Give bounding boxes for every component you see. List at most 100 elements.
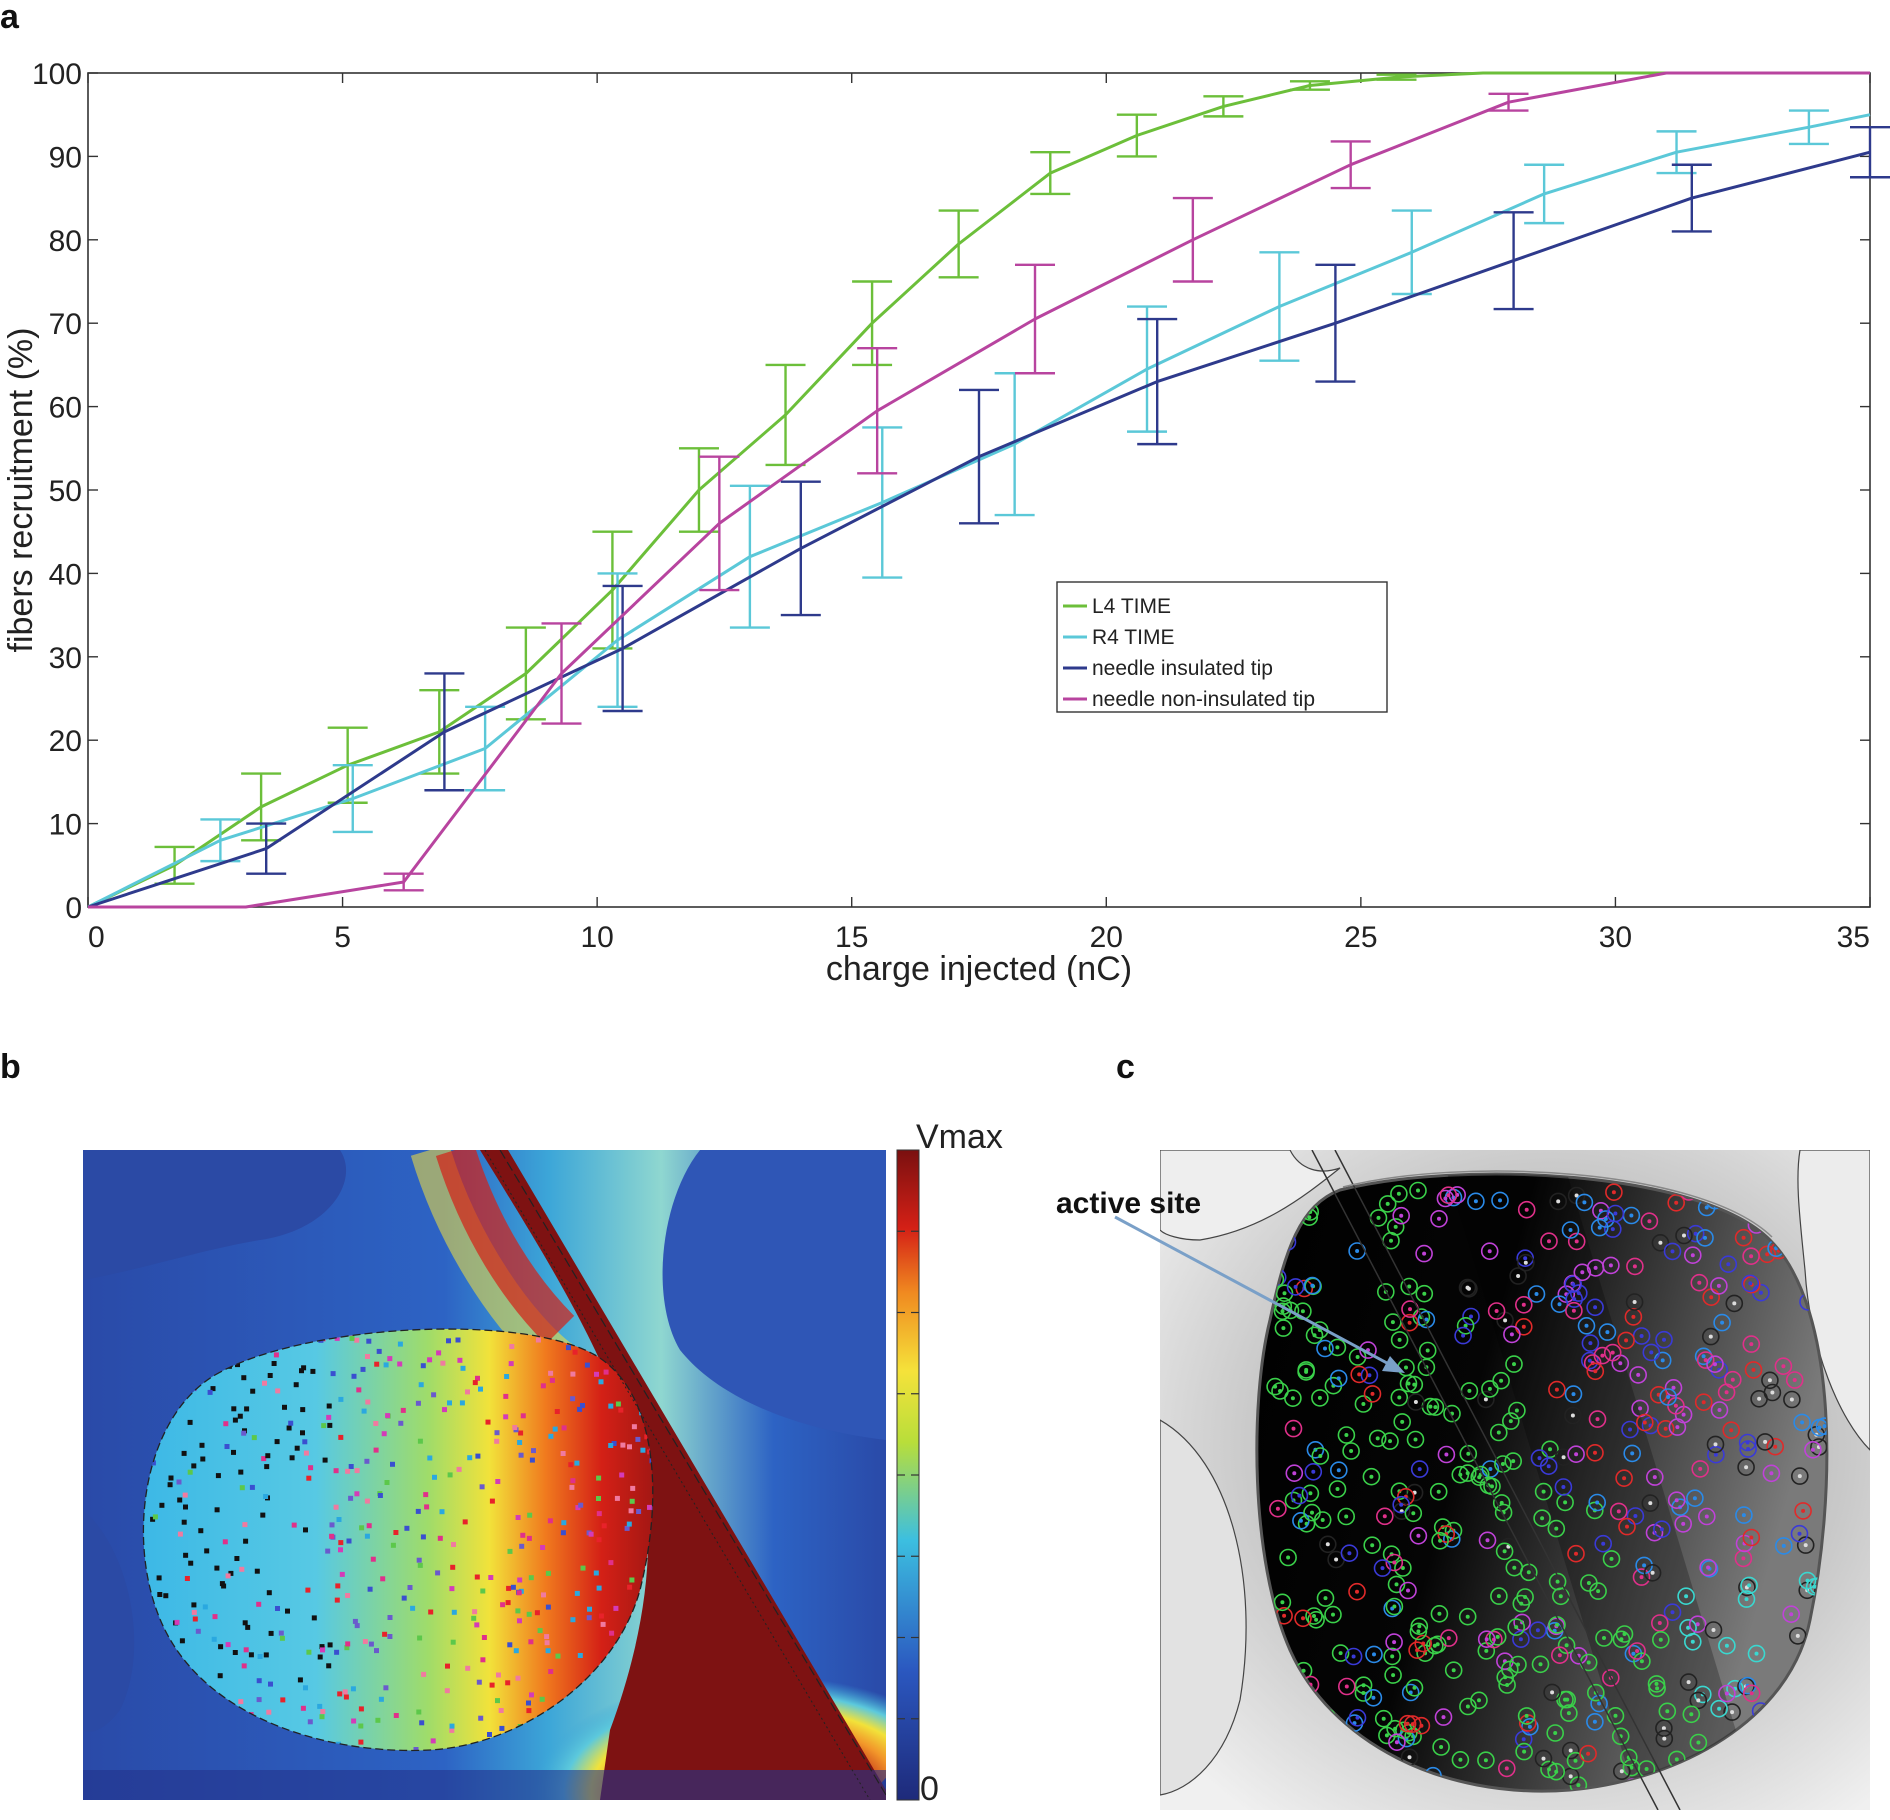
fiber-dot: [481, 1635, 487, 1640]
fiber-marker: [1710, 1401, 1729, 1419]
fiber-dot: [451, 1542, 456, 1547]
fiber-dot: [475, 1375, 480, 1381]
fiber-marker: [1580, 1574, 1598, 1592]
fiber-marker: [1337, 1507, 1355, 1526]
fiber-marker: [1405, 1679, 1424, 1697]
fiber-marker: [1606, 1707, 1625, 1725]
error-bar-r4-time: [200, 818, 241, 863]
fiber-marker: [1561, 1741, 1580, 1760]
error-bar-l4-time: [1116, 113, 1157, 158]
fiber-marker: [1605, 1183, 1623, 1201]
fiber-dot: [346, 1538, 352, 1544]
fiber-dot: [545, 1570, 551, 1576]
fiber-marker: [1742, 1335, 1761, 1353]
fiber-marker: [1722, 1421, 1740, 1439]
fiber-dot: [462, 1519, 468, 1525]
legend-label-l4-time: L4 TIME: [1092, 595, 1171, 618]
fiber-dot: [540, 1545, 546, 1550]
fiber-marker: [1593, 1346, 1612, 1365]
fiber-dot: [450, 1564, 456, 1570]
fiber-dot: [390, 1461, 395, 1467]
fiber-dot: [352, 1618, 358, 1624]
fiber-dot: [596, 1475, 602, 1481]
fiber-marker: [1360, 1366, 1379, 1385]
fiber-dot: [279, 1635, 285, 1641]
fiber-marker: [1742, 1684, 1761, 1703]
fiber-dot: [188, 1560, 194, 1566]
fiber-dot: [384, 1480, 390, 1485]
fiber-marker: [1408, 1641, 1426, 1659]
fiber-dot: [348, 1495, 354, 1501]
fiber-dot: [249, 1484, 255, 1490]
fiber-dot: [339, 1571, 345, 1577]
fiber-dot: [320, 1647, 325, 1653]
fiber-marker: [1477, 1390, 1495, 1409]
fiber-marker: [1459, 1444, 1478, 1463]
fiber-dot: [517, 1618, 522, 1624]
fiber-dot: [243, 1647, 249, 1653]
fiber-marker: [1739, 1440, 1757, 1458]
fiber-dot: [561, 1425, 567, 1431]
fiber-marker: [1594, 1534, 1612, 1553]
fiber-dot: [529, 1457, 535, 1463]
error-bar-r4-time: [332, 764, 373, 834]
fiber-marker: [1399, 1581, 1417, 1600]
fiber-dot: [629, 1498, 635, 1504]
fiber-dot: [250, 1388, 256, 1394]
fiber-dot: [504, 1374, 510, 1379]
fiber-dot: [421, 1671, 427, 1677]
fiber-marker: [1273, 1593, 1292, 1612]
fiber-marker: [1655, 1330, 1673, 1349]
fiber-dot: [506, 1585, 512, 1591]
fiber-marker: [1617, 1331, 1635, 1350]
fiber-marker: [1747, 1644, 1766, 1663]
fiber-dot: [202, 1604, 208, 1610]
fiber-dot: [508, 1361, 514, 1367]
fiber-marker: [1595, 1629, 1613, 1647]
panel-label-a: a: [0, 0, 20, 36]
fiber-dot: [505, 1600, 511, 1606]
fiber-dot: [350, 1686, 356, 1692]
fiber-dot: [515, 1515, 521, 1520]
fiber-marker: [1297, 1361, 1315, 1379]
fiber-marker: [1531, 1655, 1550, 1674]
fiber-dot: [415, 1508, 421, 1514]
error-bar-r4-time: [1259, 251, 1300, 362]
fiber-marker: [1588, 1410, 1607, 1428]
fiber-marker: [1551, 1646, 1569, 1664]
fiber-dot: [496, 1672, 501, 1678]
active-site-arrow: [1114, 1215, 1401, 1372]
fiber-marker: [1541, 1440, 1559, 1459]
fiber-marker: [1410, 1617, 1429, 1635]
fiber-dot: [437, 1535, 443, 1541]
fiber-dot: [472, 1609, 478, 1615]
fiber-dot: [431, 1392, 437, 1398]
fiber-marker: [1462, 1307, 1480, 1326]
fiber-marker: [1651, 1234, 1670, 1252]
fiber-marker: [1269, 1499, 1287, 1518]
fiber-marker: [1394, 1559, 1412, 1577]
fiber-marker: [1618, 1517, 1636, 1536]
fiber-marker: [1456, 1317, 1475, 1335]
fiber-marker: [1290, 1486, 1309, 1505]
fiber-dot: [210, 1386, 216, 1392]
fiber-dot: [242, 1620, 248, 1626]
fiber-marker: [1492, 1371, 1510, 1390]
fiber-marker: [1517, 1200, 1536, 1219]
fiber-dot: [476, 1679, 482, 1685]
fiber-dot: [620, 1442, 626, 1448]
fiber-dot: [235, 1362, 240, 1368]
fiber-marker: [1557, 1636, 1576, 1655]
fiber-dot: [191, 1609, 197, 1615]
active-site-label: active site: [1056, 1187, 1201, 1220]
fiber-marker: [1491, 1191, 1509, 1210]
fiber-dot: [221, 1583, 227, 1589]
fiber-marker: [1696, 1351, 1715, 1369]
fiber-marker: [1390, 1185, 1408, 1203]
fiber-marker: [1340, 1544, 1359, 1562]
fiber-dot: [212, 1614, 218, 1620]
fiber-dot: [325, 1548, 331, 1554]
fiber-recruitment-map-panel: c active site: [1056, 1048, 1870, 1810]
fiber-marker: [1521, 1718, 1539, 1736]
fiber-marker: [1451, 1751, 1470, 1769]
